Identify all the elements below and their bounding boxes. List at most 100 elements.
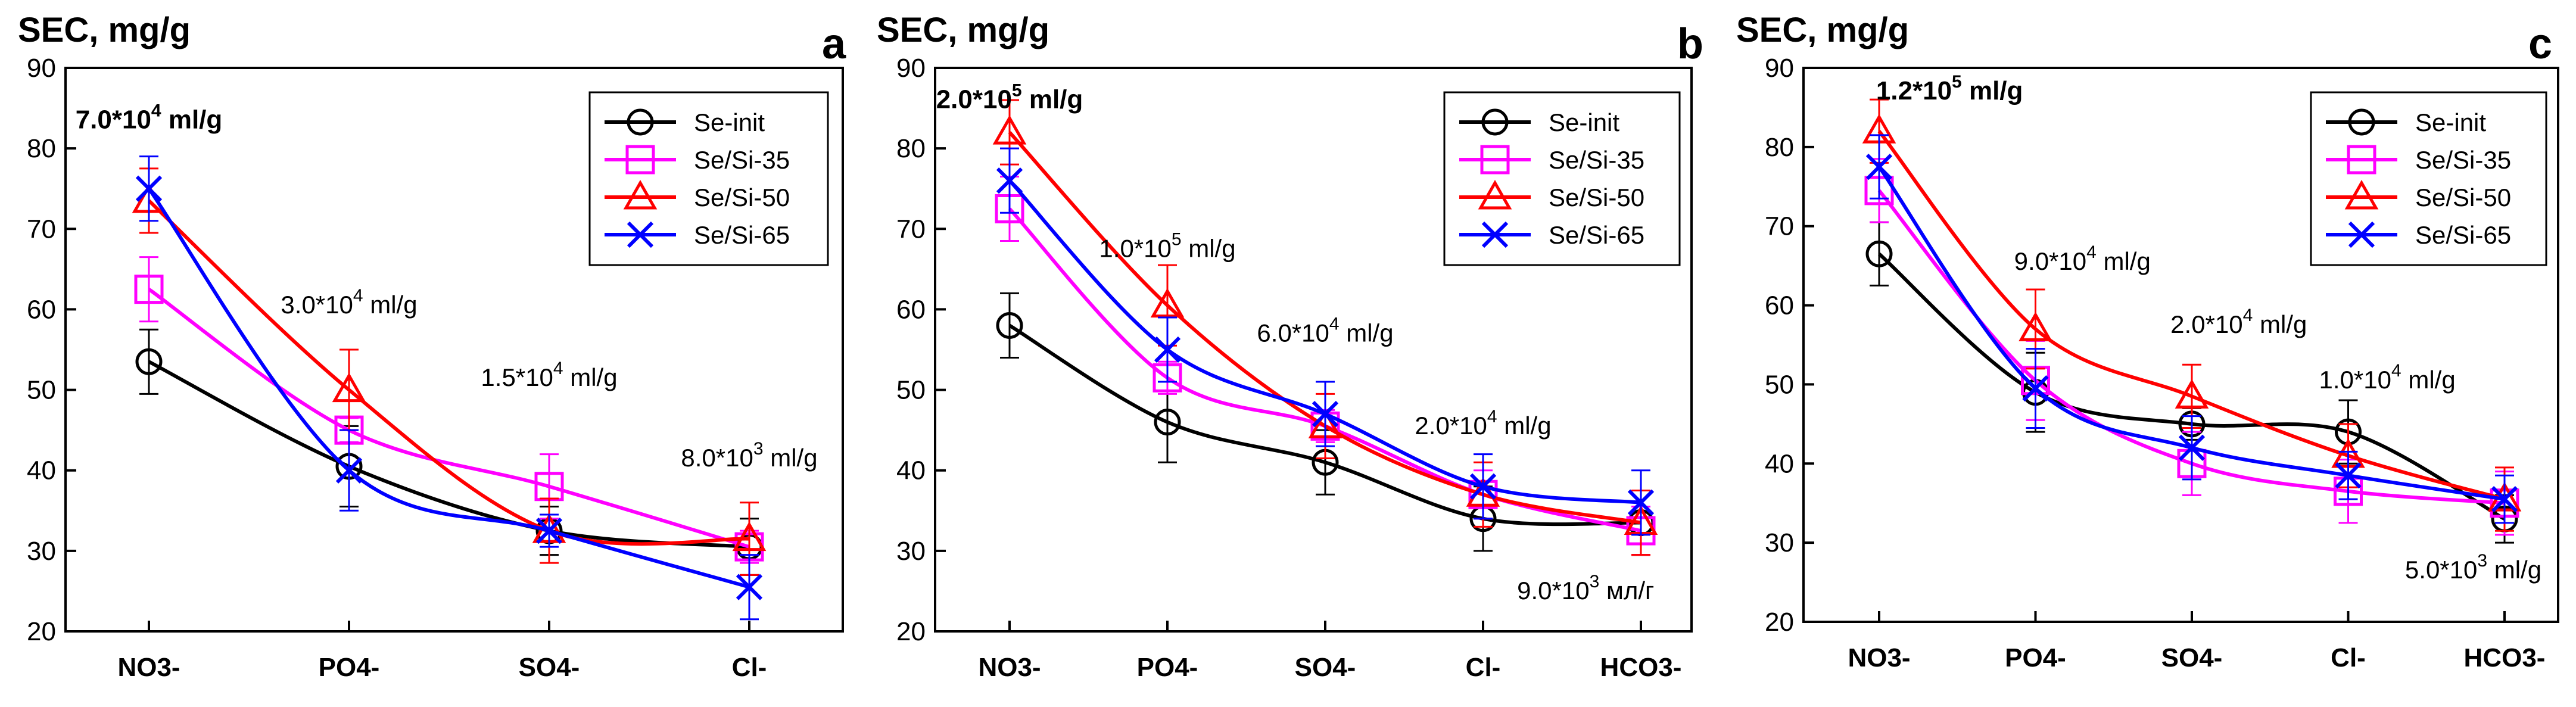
x-tick-label: HCO3-: [2464, 643, 2546, 672]
data-point-marker: [996, 167, 1023, 194]
legend: Se-init Se/Si-35 Se/Si-50 Se/Si-65: [1443, 91, 1681, 266]
legend-marker: [625, 145, 655, 175]
series-line: [148, 288, 750, 549]
marker-x-stroke: [1865, 153, 1893, 180]
annotation-exponent: 3: [753, 439, 764, 459]
x-tick-label: PO4-: [2005, 643, 2066, 672]
marker-x-stroke: [535, 517, 563, 544]
annotation-unit: ml/g: [2401, 366, 2456, 394]
legend-label: Se-init: [1549, 108, 1619, 136]
y-tick-label: 30: [27, 537, 56, 566]
series-line: [147, 199, 750, 546]
annotation-label: 1.2*105 ml/g: [1876, 72, 2023, 105]
x-tick-label: HCO3-: [1600, 653, 1682, 682]
marker-x-stroke: [1469, 473, 1497, 500]
annotation-unit: ml/g: [2487, 556, 2541, 584]
legend-label: Se/Si-35: [2415, 146, 2511, 174]
y-tick-label: 70: [27, 214, 56, 244]
annotation-base: 1.5*10: [481, 363, 553, 391]
data-point-marker: [2022, 375, 2049, 402]
legend-marker: [1480, 145, 1510, 175]
marker-x-stroke: [2348, 221, 2375, 248]
x-tick-label: Cl-: [2331, 643, 2366, 672]
annotation-label: 9.0*104 ml/g: [2014, 242, 2151, 275]
y-tick-label: 60: [896, 295, 926, 324]
annotation-base: 5.0*10: [2405, 556, 2477, 584]
y-tick-label: 30: [896, 537, 926, 566]
chart-panel-a: SEC, mg/g a 20 30 40 50 60 70 80 90 NO3- PO4- SO4- Cl…: [18, 11, 846, 682]
annotation-base: 2.0*10: [2170, 310, 2242, 338]
annotation-exponent: 4: [151, 101, 161, 120]
legend-marker: [627, 221, 654, 248]
data-point-marker: [134, 275, 164, 304]
y-tick-label: 50: [896, 376, 926, 405]
legend-marker: [1481, 221, 1509, 248]
legend: Se-init Se/Si-35 Se/Si-50 Se/Si-65: [588, 91, 829, 266]
annotation-label: 3.0*104 ml/g: [281, 286, 417, 319]
marker-x-stroke: [2491, 485, 2518, 513]
annotation-label: 7.0*104 ml/g: [76, 101, 223, 134]
data-point-marker: [1150, 288, 1185, 318]
data-point-marker: [1154, 409, 1181, 436]
data-point-marker: [135, 175, 163, 202]
annotation-label: 2.0*104 ml/g: [2170, 306, 2307, 338]
annotation-label: 2.0*104 ml/g: [1415, 407, 1551, 440]
legend-label: Se-init: [2415, 108, 2486, 136]
panel-letter: c: [2528, 20, 2552, 68]
y-axis-title: SEC, mg/g: [18, 11, 191, 49]
y-tick-label: 30: [1765, 528, 1794, 557]
x-tick-label: NO3-: [978, 653, 1041, 682]
marker-x-stroke: [135, 175, 163, 202]
annotation-base: 9.0*10: [2014, 247, 2086, 275]
annotation-exponent: 3: [2477, 551, 2487, 571]
annotation-unit: ml/g: [2097, 247, 2151, 275]
data-point-marker: [1865, 153, 1893, 180]
series-se-si-35: [134, 256, 764, 564]
legend-marker: [1478, 179, 1512, 210]
data-point-marker: [732, 521, 767, 552]
legend-marker: [2347, 145, 2376, 175]
annotation-label: 1.5*104 ml/g: [481, 359, 617, 391]
annotation-unit: ml/g: [1022, 85, 1083, 114]
y-tick-label: 60: [27, 295, 56, 324]
annotation-exponent: 4: [2391, 361, 2401, 381]
marker-x-stroke: [1627, 489, 1655, 516]
x-tick-label: SO4-: [519, 653, 580, 682]
legend-label: Se-init: [694, 108, 765, 136]
x-tick-label: Cl-: [732, 653, 767, 682]
x-tick-label: Cl-: [1466, 653, 1501, 682]
annotation-exponent: 3: [1590, 572, 1600, 591]
y-axis-title: SEC, mg/g: [877, 11, 1049, 49]
series-se-si-65: [135, 155, 763, 621]
marker-x-stroke: [996, 167, 1023, 194]
annotation-exponent: 4: [2086, 242, 2097, 262]
marker-x-stroke: [2178, 434, 2206, 461]
marker-x-stroke: [1312, 400, 1339, 428]
legend-label: Se/Si-50: [694, 183, 790, 211]
annotation-label: 9.0*103 мл/г: [1517, 572, 1654, 605]
annotation-label: 1.0*104 ml/g: [2319, 361, 2456, 394]
annotation-base: 2.0*10: [936, 85, 1012, 114]
y-tick-label: 90: [1765, 54, 1794, 83]
data-point-marker: [996, 312, 1023, 339]
annotation-base: 8.0*10: [681, 444, 753, 472]
legend-marker: [2348, 108, 2375, 136]
panel-letter: a: [822, 20, 846, 68]
y-tick-label: 20: [896, 617, 926, 646]
annotation-base: 1.2*10: [1876, 76, 1952, 105]
data-point-marker: [335, 457, 363, 484]
legend-label: Se/Si-65: [694, 221, 790, 249]
annotation-label: 1.0*105 ml/g: [1099, 230, 1235, 263]
data-point-marker: [1627, 489, 1655, 516]
y-tick-label: 80: [896, 134, 926, 163]
y-tick-label: 70: [1765, 212, 1794, 241]
data-point-marker: [2019, 312, 2052, 341]
marker-x-stroke: [736, 574, 763, 600]
x-tick-label: NO3-: [117, 653, 180, 682]
data-point-marker: [2335, 462, 2362, 489]
y-axis-title: SEC, mg/g: [1736, 11, 1909, 49]
legend-marker: [623, 179, 658, 210]
data-point-marker: [535, 517, 563, 544]
legend-label: Se/Si-65: [2415, 221, 2511, 249]
marker-x-stroke: [335, 457, 363, 484]
